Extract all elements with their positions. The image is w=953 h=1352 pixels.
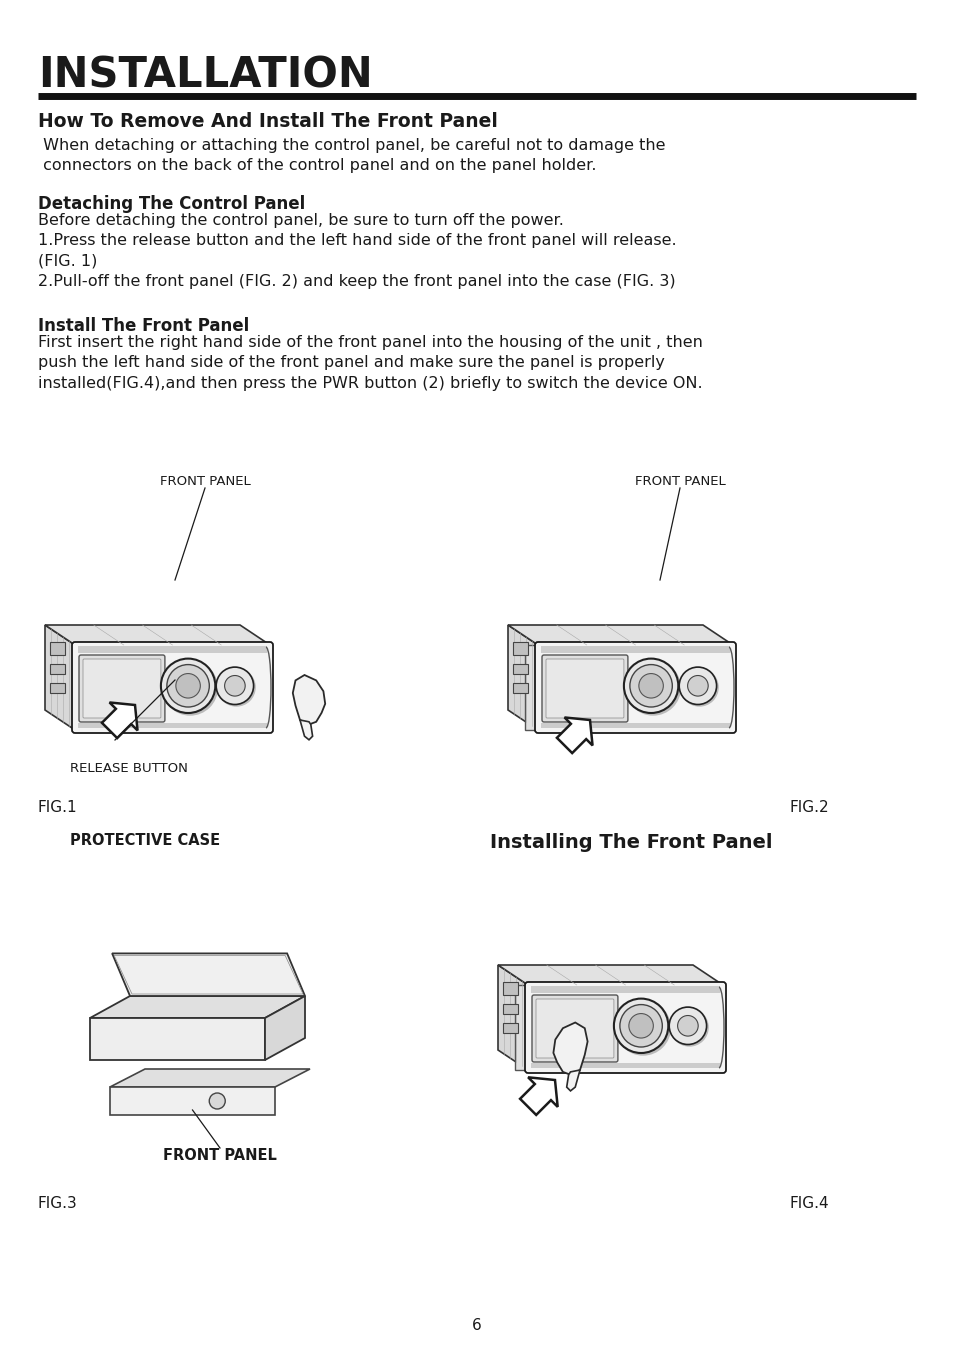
Circle shape [687, 676, 707, 696]
Polygon shape [507, 625, 732, 645]
Text: FRONT PANEL: FRONT PANEL [634, 475, 724, 488]
Circle shape [668, 1007, 706, 1045]
Circle shape [209, 1092, 225, 1109]
Polygon shape [265, 996, 305, 1060]
Polygon shape [507, 625, 537, 730]
Circle shape [625, 661, 679, 715]
Bar [540, 723, 729, 727]
Circle shape [670, 1009, 707, 1046]
Circle shape [628, 1014, 653, 1038]
Polygon shape [299, 721, 313, 740]
Circle shape [616, 1000, 670, 1055]
Circle shape [619, 1005, 661, 1046]
Text: Install The Front Panel: Install The Front Panel [38, 316, 249, 335]
FancyBboxPatch shape [71, 642, 273, 733]
Text: PROTECTIVE CASE: PROTECTIVE CASE [70, 833, 220, 848]
Circle shape [216, 667, 253, 704]
Circle shape [217, 669, 254, 706]
Circle shape [163, 661, 217, 715]
Text: When detaching or attaching the control panel, be careful not to damage the
 con: When detaching or attaching the control … [38, 138, 665, 173]
Text: FIG.4: FIG.4 [789, 1197, 829, 1211]
Polygon shape [112, 953, 305, 996]
Bar [513, 664, 527, 675]
Polygon shape [90, 996, 305, 1018]
Bar [531, 986, 720, 992]
Polygon shape [293, 675, 325, 725]
Polygon shape [110, 1087, 274, 1115]
Polygon shape [45, 625, 75, 730]
FancyBboxPatch shape [545, 658, 623, 718]
Polygon shape [45, 625, 270, 645]
Text: FIG.2: FIG.2 [789, 800, 829, 815]
Polygon shape [497, 965, 527, 1069]
Text: FRONT PANEL: FRONT PANEL [163, 1148, 276, 1163]
FancyBboxPatch shape [536, 999, 614, 1059]
Bar [78, 646, 267, 653]
Bar [513, 642, 527, 654]
Bar [50, 642, 65, 654]
Text: FIG.1: FIG.1 [38, 800, 77, 815]
Circle shape [623, 658, 678, 713]
Polygon shape [566, 1069, 579, 1091]
Text: 6: 6 [472, 1318, 481, 1333]
Bar [78, 723, 267, 727]
Bar [502, 982, 517, 995]
Bar [531, 1063, 720, 1068]
Polygon shape [524, 645, 539, 730]
FancyBboxPatch shape [541, 654, 627, 722]
Bar [513, 683, 527, 694]
Circle shape [614, 999, 668, 1053]
Polygon shape [102, 703, 137, 738]
Circle shape [629, 665, 672, 707]
Text: FRONT PANEL: FRONT PANEL [159, 475, 250, 488]
Polygon shape [557, 718, 592, 753]
Text: Before detaching the control panel, be sure to turn off the power.
1.Press the r: Before detaching the control panel, be s… [38, 214, 676, 289]
FancyBboxPatch shape [83, 658, 161, 718]
Bar [540, 646, 729, 653]
Circle shape [639, 673, 662, 698]
Text: INSTALLATION: INSTALLATION [38, 55, 373, 97]
Polygon shape [114, 956, 303, 994]
Circle shape [680, 669, 718, 706]
Text: RELEASE BUTTON: RELEASE BUTTON [70, 763, 188, 775]
Circle shape [167, 665, 209, 707]
Bar [502, 1023, 517, 1033]
Text: Installing The Front Panel: Installing The Front Panel [490, 833, 772, 852]
Bar [502, 1005, 517, 1014]
Polygon shape [515, 986, 530, 1069]
Text: FIG.3: FIG.3 [38, 1197, 77, 1211]
Polygon shape [110, 1069, 310, 1087]
Circle shape [677, 1015, 698, 1036]
Polygon shape [90, 1018, 265, 1060]
Circle shape [161, 658, 215, 713]
FancyBboxPatch shape [79, 654, 165, 722]
Polygon shape [519, 1078, 558, 1115]
FancyBboxPatch shape [535, 642, 735, 733]
Bar [50, 664, 65, 675]
Polygon shape [553, 1022, 587, 1075]
Circle shape [224, 676, 245, 696]
Text: First insert the right hand side of the front panel into the housing of the unit: First insert the right hand side of the … [38, 335, 702, 391]
FancyBboxPatch shape [532, 995, 618, 1063]
FancyBboxPatch shape [524, 982, 725, 1073]
Circle shape [679, 667, 716, 704]
Text: Detaching The Control Panel: Detaching The Control Panel [38, 195, 305, 214]
Bar [50, 683, 65, 694]
Text: How To Remove And Install The Front Panel: How To Remove And Install The Front Pane… [38, 112, 497, 131]
Polygon shape [497, 965, 722, 986]
Circle shape [175, 673, 200, 698]
